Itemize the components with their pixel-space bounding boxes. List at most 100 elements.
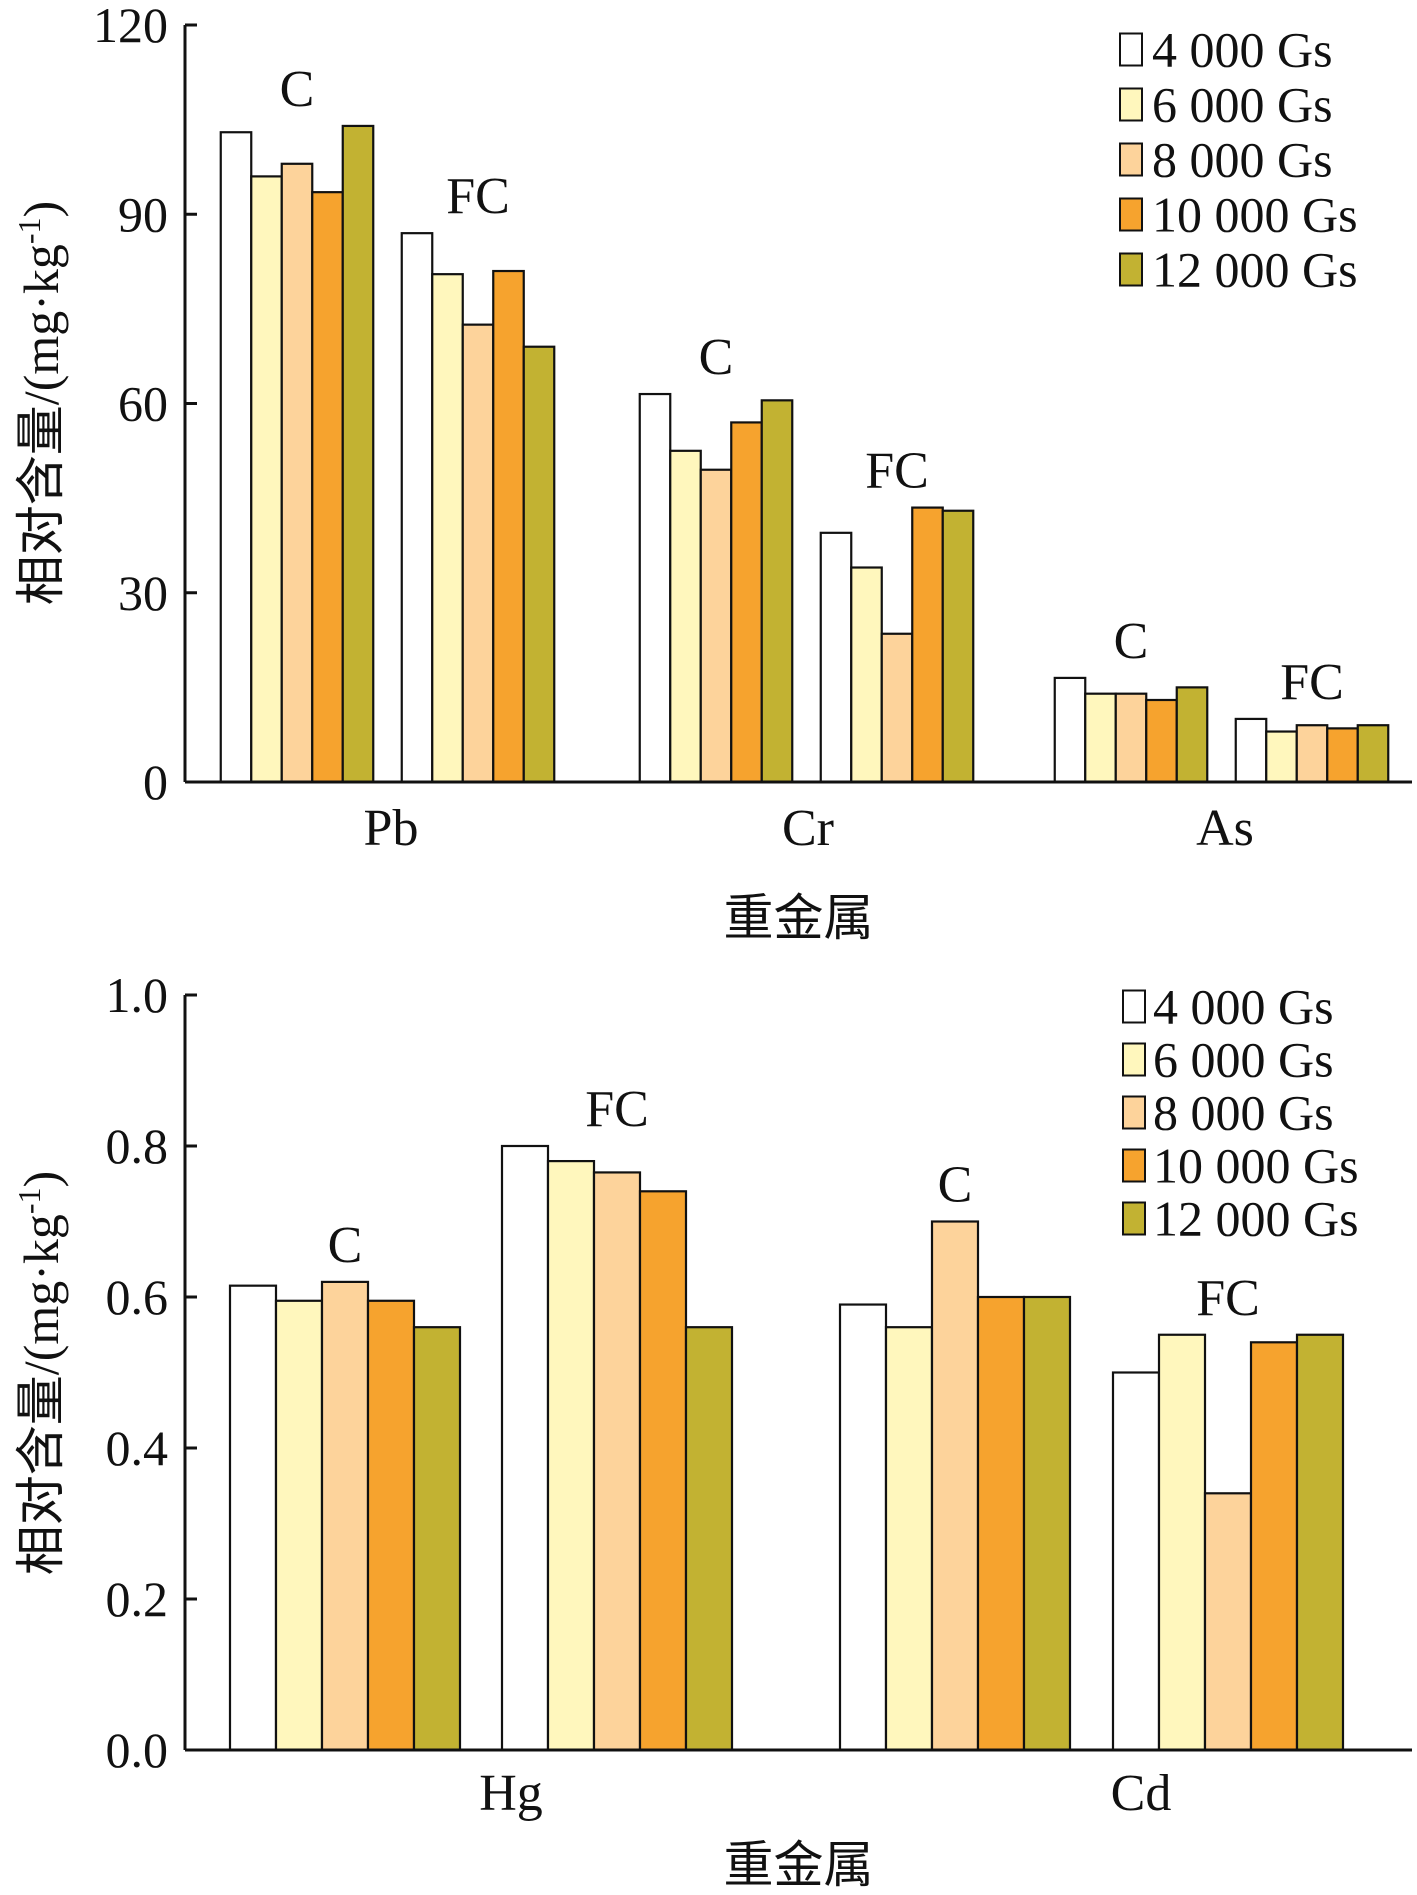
- bar-pb-fc-2: [431, 273, 464, 784]
- bar-as-c-3: [1114, 692, 1148, 784]
- y-axis-title: 相对含量/(mg·kg-1): [11, 201, 69, 605]
- bar-cr-c-5: [760, 399, 794, 784]
- bar-hg-fc-3: [592, 1171, 642, 1752]
- group-label-c: C: [1114, 613, 1149, 670]
- legend-label-1: 4 000 Gs: [1152, 22, 1333, 78]
- y-tick-label: 60: [118, 376, 168, 432]
- group-label-fc: FC: [865, 443, 929, 500]
- bar-pb-fc-4: [492, 269, 525, 784]
- bar-pb-c-1: [219, 131, 253, 784]
- bar-as-c-2: [1084, 692, 1117, 784]
- bar-cr-fc-3: [880, 632, 914, 784]
- bar-cr-c-3: [699, 468, 733, 784]
- bar-cr-fc-1: [819, 531, 853, 784]
- legend-label-3: 8 000 Gs: [1153, 1085, 1334, 1141]
- bar-as-fc-4: [1326, 727, 1359, 784]
- bar-cr-fc-2: [850, 566, 883, 784]
- category-label-pb: Pb: [364, 800, 419, 857]
- legend-label-2: 6 000 Gs: [1153, 1032, 1334, 1088]
- y-tick-label: 0: [143, 754, 168, 810]
- group-label-c: C: [699, 329, 734, 386]
- y-tick-label: 0.0: [106, 1722, 169, 1778]
- chart-1: C FC Pb C FC Cr C FC As 0 30 60 90 120 重金属 相对含量/(mg·kg-…: [11, 0, 1412, 946]
- y-tick-label: 90: [118, 186, 168, 242]
- y-axis-title: 相对含量/(mg·kg-1): [11, 1171, 69, 1575]
- bar-hg-c-4: [366, 1299, 416, 1752]
- y-tick-label: 0.8: [106, 1118, 169, 1174]
- bar-as-fc-2: [1265, 730, 1298, 784]
- legend-label-4: 10 000 Gs: [1152, 187, 1358, 243]
- legend-label-5: 12 000 Gs: [1152, 242, 1358, 298]
- bar-pb-c-2: [250, 175, 283, 784]
- legend-label-2: 6 000 Gs: [1152, 77, 1333, 133]
- chart-2: C FC Hg C FC Cd 0.0 0.2 0.4 0.6 0.8 1.0 重金属 相对含量/(mg·…: [11, 967, 1412, 1893]
- bar-cd-fc-4: [1249, 1341, 1299, 1752]
- y-tick-label: 0.4: [106, 1420, 169, 1476]
- bar-cd-c-1: [838, 1303, 888, 1752]
- group-label-fc: FC: [585, 1081, 649, 1138]
- category-label-cr: Cr: [782, 800, 834, 857]
- y-tick-label: 0.6: [106, 1269, 169, 1325]
- bar-pb-fc-1: [400, 232, 434, 784]
- legend-label-5: 12 000 Gs: [1153, 1191, 1359, 1247]
- legend-label-4: 10 000 Gs: [1153, 1138, 1359, 1194]
- legend-swatch-3: [1119, 142, 1143, 177]
- legend-swatch-4: [1119, 197, 1143, 232]
- bar-pb-fc-5: [522, 345, 556, 784]
- bar-hg-c-2: [274, 1299, 324, 1752]
- bar-cd-fc-5: [1295, 1333, 1345, 1752]
- bar-cd-c-2: [884, 1326, 934, 1752]
- group-label-fc: FC: [1280, 654, 1344, 711]
- bar-cd-fc-1: [1111, 1371, 1161, 1752]
- group-label-fc: FC: [1196, 1270, 1260, 1327]
- y-tick-label: 0.2: [106, 1571, 169, 1627]
- bar-hg-fc-4: [638, 1190, 688, 1752]
- legend-swatch-1: [1119, 32, 1143, 67]
- category-label-cd: Cd: [1111, 1765, 1172, 1822]
- group-label-c: C: [280, 61, 315, 118]
- bar-pb-fc-3: [461, 323, 495, 784]
- legend-swatch-5: [1119, 252, 1143, 287]
- bar-cd-c-5: [1022, 1295, 1072, 1752]
- group-label-fc: FC: [446, 168, 510, 225]
- legend-label-1: 4 000 Gs: [1153, 979, 1334, 1035]
- bar-cd-fc-3: [1203, 1492, 1253, 1752]
- bar-as-c-4: [1145, 698, 1178, 784]
- legend-label-3: 8 000 Gs: [1152, 132, 1333, 188]
- y-tick-label: 1.0: [106, 967, 169, 1023]
- category-label-as: As: [1196, 800, 1254, 857]
- group-label-c: C: [938, 1157, 973, 1214]
- bar-cr-c-1: [638, 392, 672, 784]
- bar-cr-fc-4: [911, 506, 944, 784]
- bar-as-fc-1: [1234, 717, 1268, 784]
- bar-hg-fc-2: [546, 1159, 596, 1752]
- bar-pb-c-5: [341, 124, 375, 784]
- bar-as-fc-3: [1295, 724, 1329, 784]
- y-tick-label: 30: [118, 565, 168, 621]
- bar-cd-c-4: [976, 1295, 1026, 1752]
- legend-swatch-5: [1122, 1201, 1146, 1236]
- bar-as-c-1: [1053, 676, 1087, 784]
- bar-hg-c-3: [320, 1280, 370, 1752]
- bar-hg-fc-5: [684, 1326, 734, 1752]
- bar-cd-c-3: [930, 1220, 980, 1752]
- bar-cr-fc-5: [941, 509, 975, 784]
- y-tick-label: 120: [93, 0, 168, 53]
- bar-hg-c-1: [228, 1284, 278, 1752]
- bar-pb-c-4: [311, 191, 344, 784]
- bar-cr-c-4: [730, 421, 763, 784]
- legend-swatch-2: [1119, 87, 1143, 122]
- bar-cr-c-2: [669, 449, 702, 784]
- bar-pb-c-3: [280, 162, 314, 784]
- legend-swatch-2: [1122, 1042, 1146, 1077]
- bar-cd-fc-2: [1157, 1333, 1207, 1752]
- x-axis-title: 重金属: [724, 1837, 874, 1890]
- bar-hg-fc-1: [500, 1144, 550, 1752]
- legend-swatch-1: [1122, 989, 1146, 1024]
- bar-hg-c-5: [412, 1326, 462, 1752]
- group-label-c: C: [328, 1217, 363, 1274]
